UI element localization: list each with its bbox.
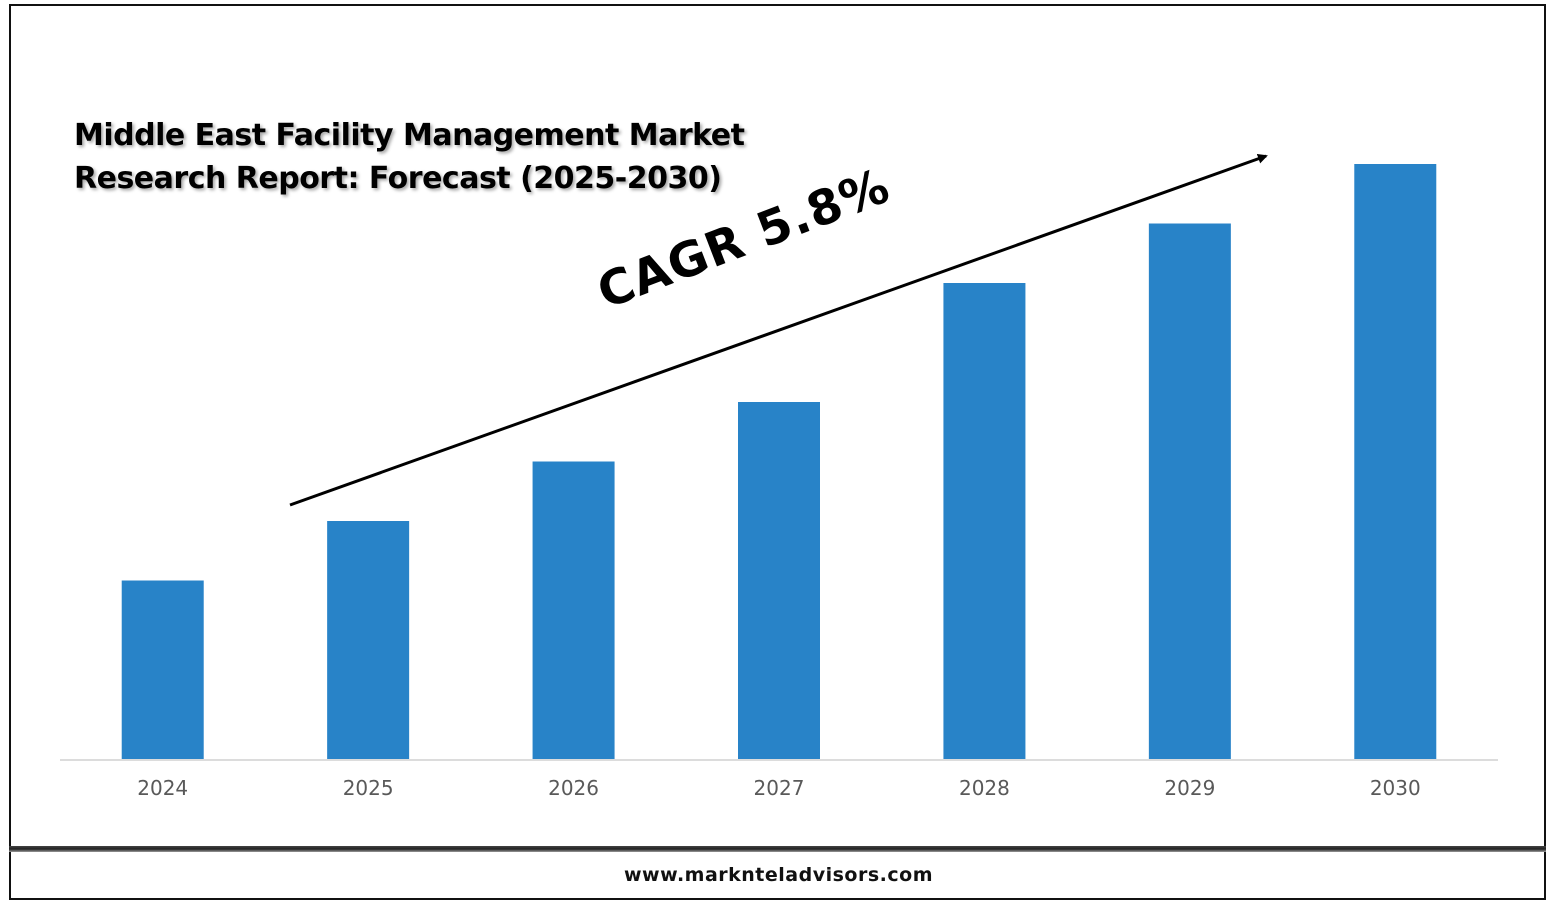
bar-2030 (1354, 164, 1437, 759)
bar-2024 (121, 580, 204, 759)
chart-title-line-1: Middle East Facility Management Market (74, 118, 745, 153)
bar-2026 (532, 461, 615, 759)
x-tick-label-2024: 2024 (137, 776, 188, 800)
x-tick-label-2027: 2027 (754, 776, 805, 800)
bar-2025 (327, 521, 410, 759)
footer-divider (9, 846, 1546, 852)
bar-2027 (738, 402, 820, 759)
bar-2028 (943, 283, 1026, 759)
bar-2029 (1148, 223, 1231, 759)
x-tick-label-2026: 2026 (548, 776, 599, 800)
x-tick-label-2030: 2030 (1370, 776, 1421, 800)
footer-website: www.marknteladvisors.com (624, 864, 933, 886)
x-tick-label-2025: 2025 (343, 776, 394, 800)
chart-title: Middle East Facility Management Market R… (74, 114, 745, 200)
x-axis-tick-labels: 2024 2025 2026 2027 2028 2029 2030 (137, 776, 1420, 800)
x-tick-label-2029: 2029 (1164, 776, 1215, 800)
x-tick-label-2028: 2028 (959, 776, 1010, 800)
chart-title-line-2: Research Report: Forecast (2025-2030) (74, 161, 722, 196)
growth-arrow (289, 153, 1268, 507)
bar-group (121, 164, 1437, 759)
